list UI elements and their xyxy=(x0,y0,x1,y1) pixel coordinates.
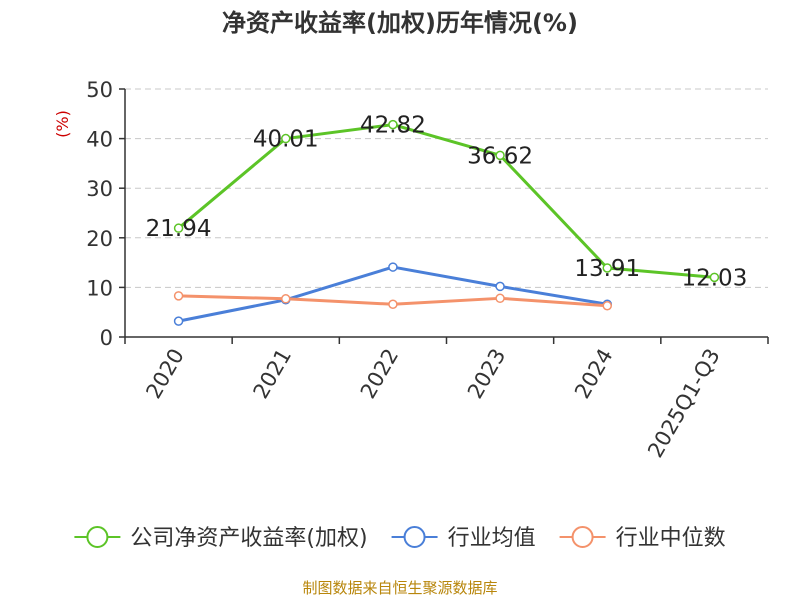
legend-item-1: 行业均值 xyxy=(391,526,536,551)
data-label: 12.03 xyxy=(681,265,747,291)
y-tick-label: 40 xyxy=(86,128,113,152)
x-tick-label: 2020 xyxy=(141,345,189,403)
legend-swatch-marker xyxy=(86,526,109,548)
data-point xyxy=(709,272,720,283)
x-tick-label: 2022 xyxy=(356,345,404,403)
data-point xyxy=(602,301,612,311)
data-point xyxy=(388,262,398,272)
y-tick-label: 20 xyxy=(86,227,113,251)
data-label: 42.82 xyxy=(360,113,426,139)
gridlines xyxy=(125,88,768,288)
legend-label: 公司净资产收益率(加权) xyxy=(130,526,367,551)
data-labels: 21.94 40.01 42.82 36.62 13.91 12.03 xyxy=(146,113,748,292)
data-label: 21.94 xyxy=(146,216,212,242)
y-tick-label: 0 xyxy=(100,326,113,350)
series-lines xyxy=(173,119,720,326)
x-tick-label: 2023 xyxy=(463,345,511,403)
y-tick-label: 50 xyxy=(86,78,113,102)
x-tick-label: 2024 xyxy=(570,345,618,403)
series-line-1 xyxy=(178,265,608,323)
data-label: 13.91 xyxy=(574,256,640,282)
legend-label: 行业中位数 xyxy=(616,526,726,551)
legend: 公司净资产收益率(加权) 行业均值 行业中位数 xyxy=(74,526,726,551)
source-note: 制图数据来自恒生聚源数据库 xyxy=(302,579,498,597)
legend-item-2: 行业中位数 xyxy=(559,526,726,551)
axes: 0 10 20 30 40 50 (%) 2020 2021 2022 2023 2024 2025Q1… xyxy=(53,78,769,462)
data-point xyxy=(173,316,184,326)
data-point xyxy=(281,294,291,304)
chart-title: 净资产收益率(加权)历年情况(%) xyxy=(222,9,578,37)
series-line-0 xyxy=(177,123,715,279)
y-tick-label: 30 xyxy=(86,177,113,201)
x-tick-label: 2025Q1-Q3 xyxy=(643,345,725,462)
data-point xyxy=(173,291,184,301)
legend-item-0: 公司净资产收益率(加权) xyxy=(74,526,368,551)
legend-group: 公司净资产收益率(加权) 行业均值 行业中位数 xyxy=(74,526,726,551)
data-point xyxy=(495,293,505,304)
data-label: 36.62 xyxy=(467,143,533,169)
x-tick-label: 2021 xyxy=(249,345,297,403)
data-point xyxy=(388,119,398,130)
data-point xyxy=(388,299,398,310)
data-point xyxy=(495,150,505,161)
data-point xyxy=(602,263,612,273)
y-axis-label: (%) xyxy=(53,110,72,138)
data-point xyxy=(281,133,291,144)
legend-swatch-marker xyxy=(403,526,426,548)
y-tick-label: 10 xyxy=(86,276,113,300)
legend-label: 行业均值 xyxy=(448,526,536,551)
data-point xyxy=(495,281,505,292)
legend-swatch-marker xyxy=(571,526,594,548)
data-label: 40.01 xyxy=(253,127,319,153)
data-point xyxy=(173,223,184,233)
